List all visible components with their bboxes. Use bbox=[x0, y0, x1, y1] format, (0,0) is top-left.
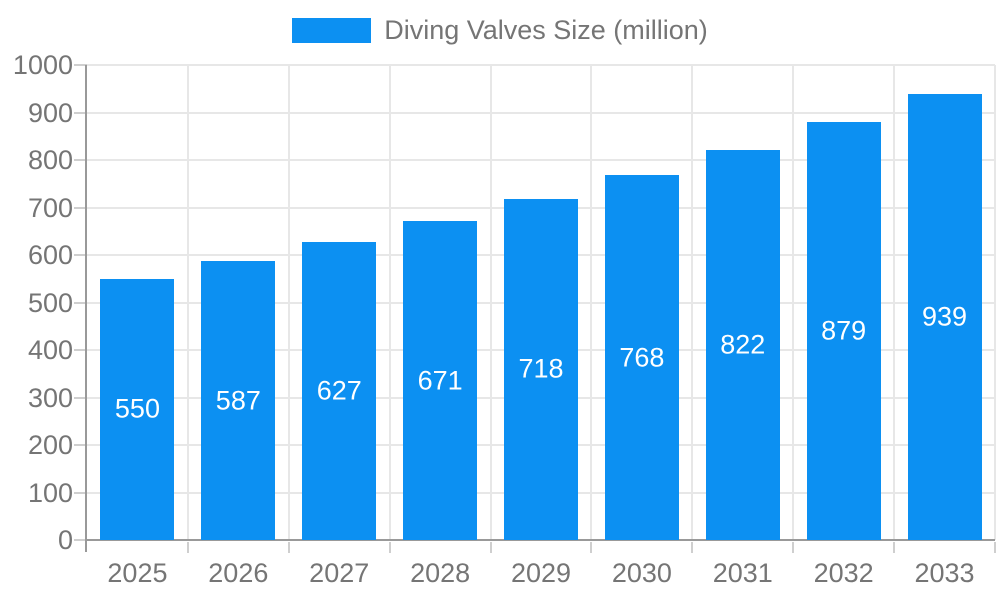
x-axis-tick bbox=[893, 542, 896, 553]
bar-value-label: 768 bbox=[619, 342, 665, 373]
gridline-vertical bbox=[186, 65, 189, 540]
x-axis-tick bbox=[186, 542, 189, 553]
gridline-horizontal bbox=[87, 111, 995, 114]
x-axis-tick bbox=[994, 542, 996, 553]
bar[interactable]: 822 bbox=[705, 149, 780, 540]
x-axis-label: 2031 bbox=[712, 558, 773, 588]
y-axis-label: 800 bbox=[27, 145, 73, 175]
bar[interactable]: 718 bbox=[504, 198, 578, 540]
y-axis-tick bbox=[74, 491, 87, 494]
gridline-vertical bbox=[994, 65, 996, 540]
plot-area: 0 100 200 300 400 500 600 700 800 900 1000 550 2025 5… bbox=[13, 50, 996, 588]
bar[interactable]: 587 bbox=[201, 261, 276, 540]
bar-value-label: 627 bbox=[316, 375, 362, 406]
bar[interactable]: 671 bbox=[403, 221, 478, 540]
x-axis-label: 2027 bbox=[309, 558, 370, 588]
bar[interactable]: 550 bbox=[100, 278, 175, 540]
x-axis-label: 2029 bbox=[510, 558, 572, 588]
x-axis-tick bbox=[489, 542, 492, 553]
y-axis-label: 200 bbox=[27, 430, 73, 460]
gridline-horizontal bbox=[87, 159, 995, 161]
gridline-vertical bbox=[893, 65, 896, 540]
y-axis-tick bbox=[74, 254, 87, 256]
bar[interactable]: 627 bbox=[302, 242, 377, 540]
x-axis-tick bbox=[691, 542, 694, 553]
bar-value-label: 550 bbox=[114, 393, 160, 424]
x-axis-tick bbox=[590, 542, 593, 553]
legend-label: Diving Valves Size (million) bbox=[384, 15, 708, 45]
y-axis-label: 400 bbox=[27, 335, 73, 365]
gridline-vertical bbox=[590, 65, 593, 540]
x-axis-label: 2030 bbox=[611, 558, 672, 588]
bar-value-label: 671 bbox=[417, 365, 463, 396]
bar[interactable]: 768 bbox=[604, 175, 679, 540]
legend-item[interactable]: Diving Valves Size (million) bbox=[0, 15, 1000, 45]
y-axis-label: 600 bbox=[27, 240, 73, 270]
y-axis-tick bbox=[74, 111, 87, 114]
y-axis-tick bbox=[74, 301, 87, 304]
y-axis-tick bbox=[74, 64, 87, 66]
y-axis-tick bbox=[74, 539, 87, 541]
x-axis-label: 2025 bbox=[107, 558, 168, 588]
legend-swatch bbox=[292, 17, 372, 43]
gridline-vertical bbox=[792, 65, 795, 540]
bar-value-label: 939 bbox=[922, 301, 968, 332]
y-axis-tick bbox=[74, 396, 87, 399]
bar-value-label: 718 bbox=[518, 353, 564, 384]
y-axis-label: 900 bbox=[27, 97, 73, 128]
y-axis-tick bbox=[74, 444, 87, 446]
x-axis-label: 2033 bbox=[914, 558, 975, 588]
y-axis-tick bbox=[74, 159, 87, 161]
bar-value-label: 822 bbox=[720, 329, 766, 360]
y-axis-label: 700 bbox=[27, 192, 73, 223]
bar-value-label: 879 bbox=[821, 315, 867, 346]
y-axis-label: 0 bbox=[57, 525, 73, 555]
bar[interactable]: 939 bbox=[907, 93, 982, 540]
gridline-vertical bbox=[489, 65, 492, 540]
gridline-vertical bbox=[287, 65, 290, 540]
x-axis-tick bbox=[287, 542, 290, 553]
y-axis-label: 300 bbox=[27, 382, 73, 413]
y-axis-label: 1000 bbox=[12, 50, 73, 80]
y-axis-tick bbox=[74, 349, 87, 351]
gridline-horizontal bbox=[87, 64, 995, 66]
bar-value-label: 587 bbox=[215, 385, 261, 416]
bar[interactable]: 879 bbox=[806, 122, 881, 540]
y-axis-label: 500 bbox=[27, 287, 73, 318]
gridline-vertical bbox=[388, 65, 391, 540]
x-axis-line bbox=[85, 539, 995, 541]
x-axis-label: 2026 bbox=[208, 558, 269, 588]
x-axis-tick bbox=[388, 542, 391, 553]
x-axis-tick bbox=[792, 542, 795, 553]
y-axis-label: 100 bbox=[27, 477, 73, 508]
gridline-vertical bbox=[691, 65, 694, 540]
y-axis-line bbox=[85, 65, 87, 552]
x-axis-label: 2028 bbox=[410, 558, 471, 588]
y-axis-tick bbox=[74, 206, 87, 209]
x-axis-label: 2032 bbox=[813, 558, 874, 588]
